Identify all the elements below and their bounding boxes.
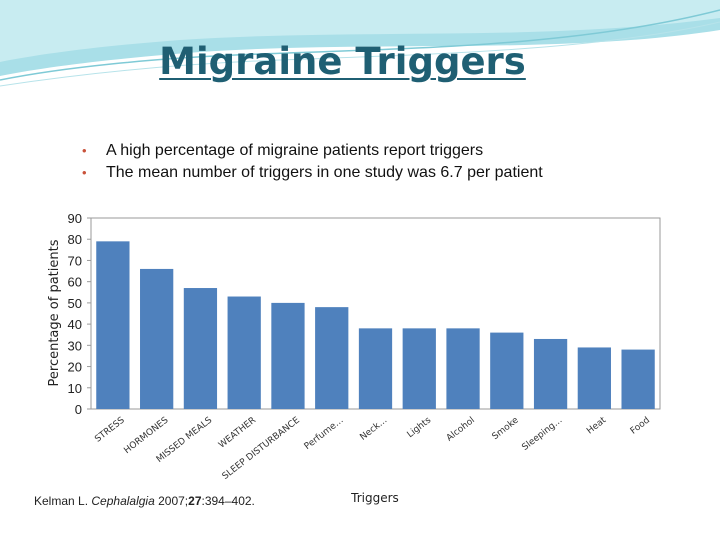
citation-authors: Kelman L.	[34, 494, 89, 508]
x-axis-label: Triggers	[350, 491, 399, 505]
bar	[315, 307, 349, 409]
slide-title: Migraine Triggers	[159, 40, 526, 83]
x-tick-label: SLEEP DISTURBANCE	[221, 415, 302, 482]
x-tick-label: Sleeping…	[521, 415, 565, 452]
header-swoosh-light	[0, 0, 720, 62]
bar	[490, 332, 524, 409]
x-tick-label: Neck…	[358, 415, 389, 442]
y-tick-label: 90	[68, 211, 82, 226]
y-tick-label: 50	[68, 296, 82, 311]
bar	[402, 328, 436, 409]
x-tick-label: Lights	[406, 415, 434, 440]
x-tick-label: Alcohol	[445, 415, 477, 443]
bar	[140, 268, 174, 409]
bullet-list: • A high percentage of migraine patients …	[82, 140, 543, 184]
x-tick-label: WEATHER	[217, 415, 258, 450]
bar	[96, 241, 130, 409]
bar	[183, 288, 218, 409]
citation: Kelman L. Cephalalgia 2007;27:394–402.	[34, 494, 255, 508]
bullet-icon: •	[82, 143, 87, 158]
bullet-text: A high percentage of migraine patients r…	[106, 142, 484, 159]
bar	[227, 296, 261, 409]
y-axis-label: Percentage of patients	[47, 239, 62, 386]
y-tick-label: 20	[68, 360, 82, 375]
citation-journal: Cephalalgia	[91, 494, 155, 508]
y-tick-label: 70	[68, 253, 82, 268]
bar	[577, 347, 611, 409]
citation-volume: 27	[188, 494, 202, 508]
y-tick-label: 40	[68, 317, 82, 332]
bar	[621, 349, 655, 409]
y-tick-label: 0	[75, 402, 82, 417]
x-tick-label: STRESS	[93, 415, 127, 444]
x-tick-label: Food	[629, 415, 652, 436]
header-swoosh-line-2	[0, 21, 720, 87]
citation-pages: :394–402.	[201, 494, 255, 508]
y-tick-label: 60	[68, 275, 82, 290]
bullet-icon: •	[82, 165, 87, 180]
x-tick-label: Perfume…	[303, 415, 346, 452]
bar	[358, 328, 393, 409]
citation-year: 2007;	[158, 494, 189, 508]
x-tick-label: Smoke	[491, 415, 521, 442]
bar	[271, 302, 305, 409]
y-tick-label: 80	[68, 232, 82, 247]
bar	[533, 338, 568, 409]
bar-chart: 0 10 20 30 40 50 60 70 80 90 Percentage of patient…	[47, 211, 661, 505]
y-tick-label: 10	[68, 381, 82, 396]
bullet-item: • A high percentage of migraine patients …	[82, 140, 543, 162]
bar	[446, 328, 480, 409]
x-tick-label: Heat	[585, 415, 608, 436]
header-swoosh-line	[0, 9, 720, 81]
y-tick-label: 30	[68, 338, 82, 353]
bullet-item: • The mean number of triggers in one stud…	[82, 162, 543, 184]
bullet-text: The mean number of triggers in one study…	[106, 164, 543, 181]
